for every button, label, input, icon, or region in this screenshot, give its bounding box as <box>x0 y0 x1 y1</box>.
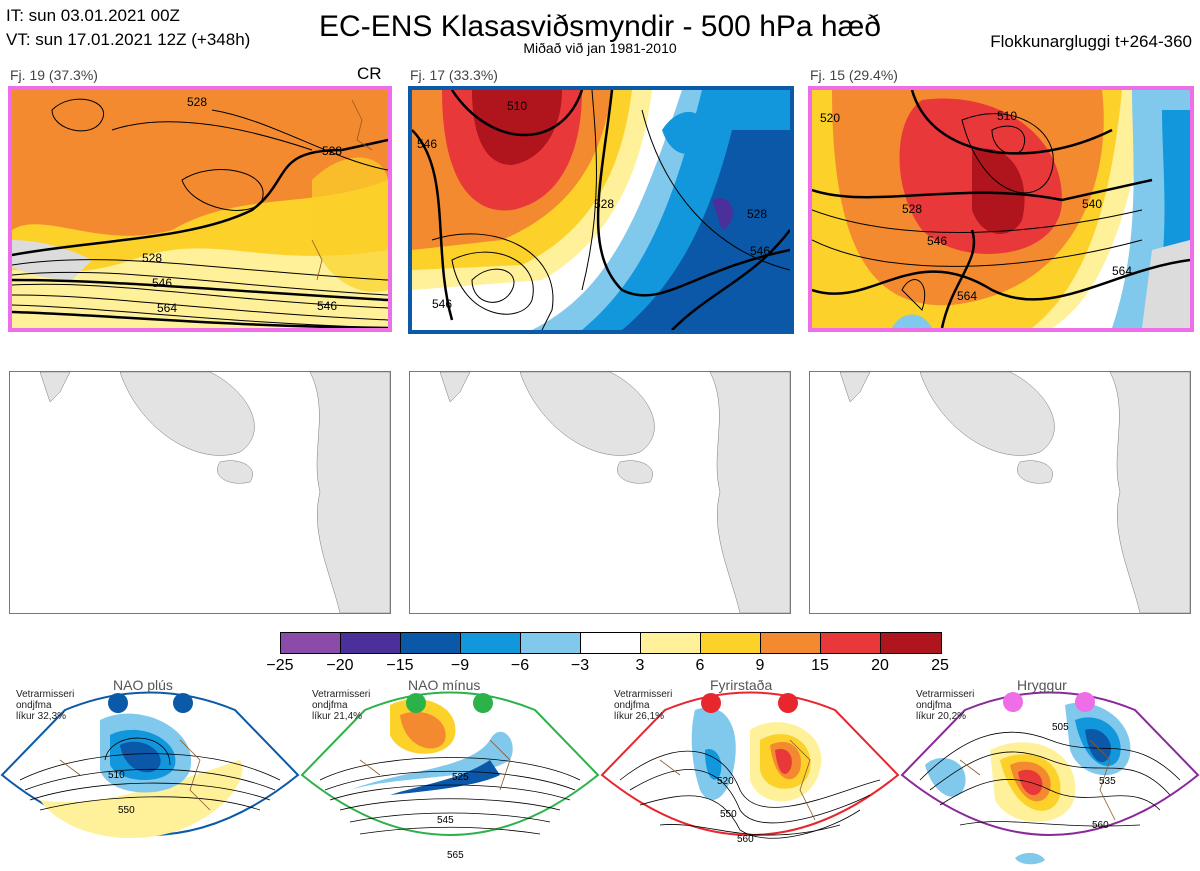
colorbar-swatch <box>461 633 521 653</box>
regime-2-title: NAO mínus <box>408 677 481 693</box>
regime-ridge[interactable]: 505 535 560 Hryggur Vetrarmisseri ondjfm… <box>900 677 1200 871</box>
cluster-3-contour-540: 540 <box>1082 197 1102 211</box>
colorbar-tick: −3 <box>570 657 590 674</box>
colorbar-tick: 3 <box>635 657 645 674</box>
cluster-1-tag: CR <box>357 64 382 83</box>
regime-2-contour-545: 545 <box>437 815 454 826</box>
initial-time: IT: sun 03.01.2021 00Z <box>6 6 180 25</box>
regime-3-contour-560: 560 <box>737 834 754 845</box>
classification-window: Flokkunargluggi t+264-360 <box>990 32 1192 51</box>
empty-map-3 <box>809 371 1191 614</box>
colorbar-swatch <box>581 633 641 653</box>
regime-4-note-1: Vetrarmisseri <box>916 689 975 700</box>
colorbar-tick: −20 <box>326 657 354 674</box>
cluster-3-field: 510 520 528 546 540 564 564 <box>812 90 1190 328</box>
cluster-2-contour-546c: 546 <box>432 297 452 311</box>
cluster-2-contour-546a: 546 <box>417 137 437 151</box>
colorbar-swatch <box>821 633 881 653</box>
colorbar-swatch <box>881 633 941 653</box>
regime-1-contour-510: 510 <box>108 770 125 781</box>
cluster-2-map[interactable]: 510 546 528 528 546 546 <box>408 86 794 334</box>
regime-4-note-3: líkur 20,2% <box>916 711 967 722</box>
regime-3-contour-550: 550 <box>720 809 737 820</box>
cluster-2-field: 510 546 528 528 546 546 <box>412 90 790 330</box>
regime-1-title: NAO plús <box>113 677 173 693</box>
regime-3-contour-520: 520 <box>717 776 734 787</box>
cluster-3-contour-546: 546 <box>927 234 947 248</box>
regime-2-note-2: ondjfma <box>312 700 348 711</box>
regime-2-note-1: Vetrarmisseri <box>312 689 371 700</box>
colorbar-swatch <box>401 633 461 653</box>
colorbar-tick: 9 <box>755 657 765 674</box>
regime-nao-plus[interactable]: 510 550 NAO plús Vetrarmisseri ondjfma l… <box>0 677 300 871</box>
page-title: EC-ENS Klasasviðsmyndir - 500 hPa hæð <box>319 10 881 43</box>
regime-4-contour-560: 560 <box>1092 820 1109 831</box>
colorbar-swatch <box>701 633 761 653</box>
regime-4-contour-535: 535 <box>1099 776 1116 787</box>
cluster-3-contour-510: 510 <box>997 109 1017 123</box>
colorbar-tick: 15 <box>811 657 829 674</box>
colorbar-tick: −15 <box>386 657 414 674</box>
cluster-1-contour-546a: 546 <box>152 276 172 290</box>
cluster-1-contour-546b: 546 <box>317 299 337 313</box>
cluster-2-contour-546b: 546 <box>750 244 770 258</box>
regime-2-contour-565: 565 <box>447 850 464 861</box>
colorbar-swatch <box>521 633 581 653</box>
regime-3-note-2: ondjfma <box>614 700 650 711</box>
regime-3-title: Fyrirstaða <box>710 677 773 693</box>
colorbar-tick: −25 <box>266 657 294 674</box>
colorbar <box>280 632 942 654</box>
cluster-1-map[interactable]: 528 528 546 564 546 528 <box>8 86 392 332</box>
regime-1-note-2: ondjfma <box>16 700 52 711</box>
cluster-1-contour-528a: 528 <box>187 95 207 109</box>
regime-1-note-1: Vetrarmisseri <box>16 689 75 700</box>
regime-2-note-3: líkur 21,4% <box>312 711 363 722</box>
colorbar-tick: 6 <box>695 657 705 674</box>
regime-1-note-3: líkur 32,3% <box>16 711 67 722</box>
page-subtitle: Miðað við jan 1981-2010 <box>523 40 677 56</box>
cluster-3-contour-520a: 520 <box>820 111 840 125</box>
cluster-1-field: 528 528 546 564 546 528 <box>12 90 388 328</box>
colorbar-tick: −9 <box>450 657 470 674</box>
regime-1-contour-550: 550 <box>118 805 135 816</box>
cluster-1-contour-528c: 528 <box>142 251 162 265</box>
valid-time: VT: sun 17.01.2021 12Z (+348h) <box>6 30 251 49</box>
regime-nao-minus[interactable]: 525 545 565 NAO mínus Vetrarmisseri ondj… <box>300 677 600 871</box>
cluster-2-contour-528b: 528 <box>747 207 767 221</box>
regime-4-note-2: ondjfma <box>916 700 952 711</box>
regime-3-note-1: Vetrarmisseri <box>614 689 673 700</box>
cluster-1-contour-528b: 528 <box>322 144 342 158</box>
colorbar-tick: 20 <box>871 657 889 674</box>
regime-blocking[interactable]: 520 550 560 Fyrirstaða Vetrarmisseri ond… <box>600 677 900 871</box>
cluster-2-contour-510: 510 <box>507 99 527 113</box>
empty-map-2 <box>409 371 791 614</box>
colorbar-swatch <box>761 633 821 653</box>
cluster-3-contour-528: 528 <box>902 202 922 216</box>
cluster-3-contour-564a: 564 <box>1112 264 1132 278</box>
regime-4-title: Hryggur <box>1017 677 1067 693</box>
regime-2-contour-525: 525 <box>452 772 469 783</box>
cluster-3-map[interactable]: 510 520 528 546 540 564 564 <box>808 86 1194 332</box>
colorbar-tick: 25 <box>931 657 949 674</box>
colorbar-swatch <box>641 633 701 653</box>
cluster-2-contour-528a: 528 <box>594 197 614 211</box>
colorbar-swatch <box>341 633 401 653</box>
regime-4-contour-505: 505 <box>1052 722 1069 733</box>
cluster-1-contour-564: 564 <box>157 301 177 315</box>
cluster-1-label: Fj. 19 (37.3%) <box>10 67 98 83</box>
empty-map-1 <box>9 371 391 614</box>
colorbar-swatch <box>281 633 341 653</box>
regime-3-note-3: líkur 26,1% <box>614 711 665 722</box>
cluster-3-label: Fj. 15 (29.4%) <box>810 67 898 83</box>
cluster-2-label: Fj. 17 (33.3%) <box>410 67 498 83</box>
cluster-3-contour-564b: 564 <box>957 289 977 303</box>
colorbar-tick: −6 <box>510 657 530 674</box>
